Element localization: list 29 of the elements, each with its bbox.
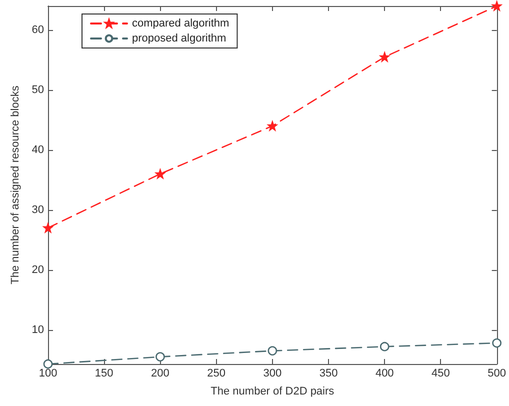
point xyxy=(492,1,502,11)
y-axis-title: The number of assigned resource blocks xyxy=(9,85,22,284)
x-axis-title: The number of D2D pairs xyxy=(210,386,335,398)
x-tick-label: 300 xyxy=(263,368,282,380)
point xyxy=(156,352,165,362)
point xyxy=(268,121,278,131)
point xyxy=(43,359,53,369)
point xyxy=(380,52,390,62)
y-tick-label: 50 xyxy=(32,84,44,96)
x-tick-label: 200 xyxy=(151,368,170,380)
y-tick-label: 20 xyxy=(32,264,44,276)
x-tick-label: 500 xyxy=(488,368,506,380)
point xyxy=(43,223,53,233)
point xyxy=(380,342,390,352)
x-tick-label: 250 xyxy=(207,368,226,380)
point xyxy=(492,338,502,348)
x-tick-label: 150 xyxy=(94,368,114,380)
point xyxy=(156,169,165,179)
x-tick-label: 350 xyxy=(319,368,338,380)
y-tick-label: 40 xyxy=(32,144,44,156)
x-tick-label: 100 xyxy=(38,368,58,380)
legend-label: proposed algorithm xyxy=(132,32,226,44)
legend-label: compared algorithm xyxy=(132,18,230,30)
point xyxy=(268,346,278,356)
y-tick-label: 10 xyxy=(32,324,44,336)
x-tick-label: 400 xyxy=(375,368,394,380)
x-tick-label: 450 xyxy=(432,368,450,380)
y-tick-label: 60 xyxy=(32,24,44,36)
y-tick-label: 30 xyxy=(32,204,44,216)
